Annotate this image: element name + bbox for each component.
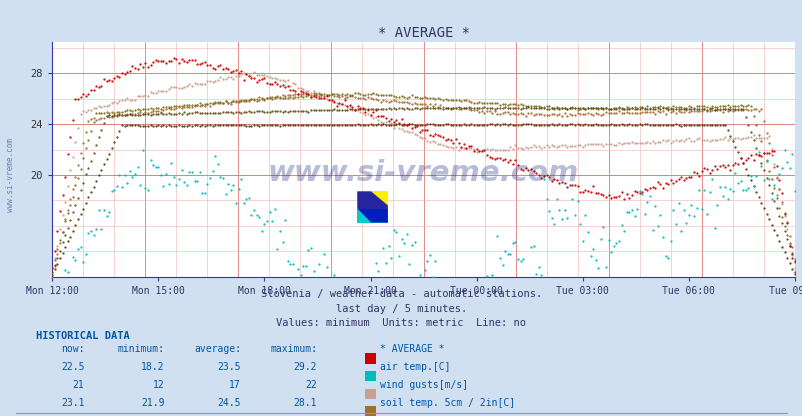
Text: * AVERAGE *: * AVERAGE * (379, 344, 444, 354)
Text: www.si-vreme.com: www.si-vreme.com (6, 138, 15, 212)
Text: maximum:: maximum: (269, 344, 317, 354)
Text: 17: 17 (229, 380, 241, 390)
Text: Values: minimum  Units: metric  Line: no: Values: minimum Units: metric Line: no (276, 318, 526, 328)
Text: minimum:: minimum: (117, 344, 164, 354)
Text: 21: 21 (72, 380, 84, 390)
Text: now:: now: (61, 344, 84, 354)
Text: 12: 12 (152, 380, 164, 390)
Text: HISTORICAL DATA: HISTORICAL DATA (36, 331, 130, 341)
Text: 23.1: 23.1 (61, 398, 84, 408)
Text: last day / 5 minutes.: last day / 5 minutes. (335, 304, 467, 314)
Text: 23.5: 23.5 (217, 362, 241, 372)
Text: 28.1: 28.1 (294, 398, 317, 408)
Text: average:: average: (193, 344, 241, 354)
Polygon shape (357, 208, 387, 223)
Text: www.si-vreme.com: www.si-vreme.com (268, 159, 578, 187)
Text: Slovenia / weather data - automatic stations.: Slovenia / weather data - automatic stat… (261, 289, 541, 299)
Text: wind gusts[m/s]: wind gusts[m/s] (379, 380, 468, 390)
Text: 22: 22 (305, 380, 317, 390)
Text: 18.2: 18.2 (141, 362, 164, 372)
Text: soil temp. 5cm / 2in[C]: soil temp. 5cm / 2in[C] (379, 398, 514, 408)
Text: 22.5: 22.5 (61, 362, 84, 372)
Title: * AVERAGE *: * AVERAGE * (377, 27, 469, 40)
Polygon shape (357, 191, 387, 223)
Text: air temp.[C]: air temp.[C] (379, 362, 450, 372)
Text: 29.2: 29.2 (294, 362, 317, 372)
Polygon shape (357, 191, 387, 208)
Text: 24.5: 24.5 (217, 398, 241, 408)
Text: 21.9: 21.9 (141, 398, 164, 408)
